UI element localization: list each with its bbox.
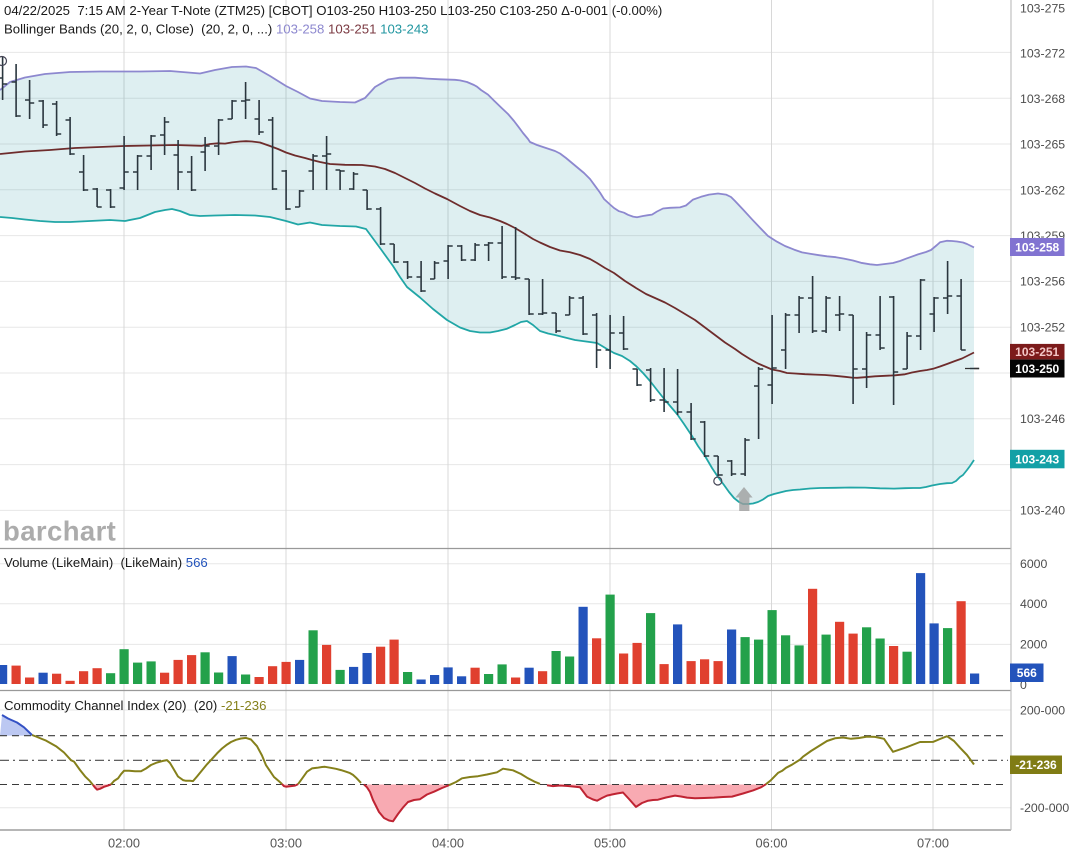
svg-text:103-243: 103-243 — [1015, 452, 1059, 466]
svg-text:4000: 4000 — [1020, 597, 1048, 611]
svg-text:103-251: 103-251 — [1015, 345, 1059, 359]
svg-text:103-240: 103-240 — [1020, 503, 1065, 517]
svg-text:-200-000: -200-000 — [1020, 801, 1069, 815]
svg-text:07:00: 07:00 — [917, 836, 949, 851]
svg-text:103-262: 103-262 — [1020, 183, 1065, 197]
svg-text:barchart: barchart — [3, 516, 116, 547]
svg-text:103-272: 103-272 — [1020, 46, 1065, 60]
svg-text:02:00: 02:00 — [108, 836, 140, 851]
svg-text:Commodity Channel Index (20): Commodity Channel Index (20) (20) -21-23… — [4, 698, 266, 713]
svg-text:103-256: 103-256 — [1020, 274, 1065, 288]
svg-text:Bollinger Bands (20, 2, 0, Clo: Bollinger Bands (20, 2, 0, Close) (20, 2… — [4, 22, 429, 37]
svg-text:200-000: 200-000 — [1020, 703, 1065, 717]
svg-text:566: 566 — [1017, 666, 1037, 680]
svg-text:06:00: 06:00 — [755, 836, 787, 851]
svg-text:2000: 2000 — [1020, 638, 1048, 652]
svg-text:Volume (LikeMain) (LikeMain): Volume (LikeMain) (LikeMain) 566 — [4, 555, 208, 570]
svg-text:0: 0 — [1020, 678, 1027, 692]
svg-text:04:00: 04:00 — [432, 836, 464, 851]
svg-text:103-252: 103-252 — [1020, 320, 1065, 334]
svg-text:-21-236: -21-236 — [1015, 758, 1057, 772]
svg-text:103-265: 103-265 — [1020, 137, 1065, 151]
svg-text:03:00: 03:00 — [270, 836, 302, 851]
svg-text:103-268: 103-268 — [1020, 92, 1065, 106]
svg-text:6000: 6000 — [1020, 557, 1048, 571]
svg-text:103-246: 103-246 — [1020, 412, 1065, 426]
svg-text:103-275: 103-275 — [1020, 1, 1065, 15]
svg-text:103-258: 103-258 — [1015, 240, 1059, 254]
svg-text:04/22/2025 7:15 AM 2-Year T-N: 04/22/2025 7:15 AM 2-Year T-Note (ZTM25)… — [4, 3, 662, 18]
svg-text:103-250: 103-250 — [1015, 362, 1059, 376]
svg-text:05:00: 05:00 — [594, 836, 626, 851]
